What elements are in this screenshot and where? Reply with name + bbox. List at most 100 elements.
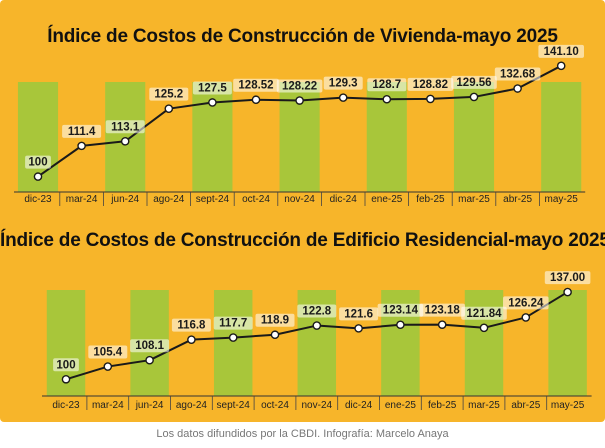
data-label-bg <box>419 303 465 317</box>
data-label: 113.1 <box>111 121 140 133</box>
infographic: Índice de Costos de Construcción de Vivi… <box>0 0 605 422</box>
data-label-bg <box>192 81 232 95</box>
data-label-bg <box>276 79 323 93</box>
x-tick-label: dic-23 <box>24 194 52 205</box>
data-label-bg <box>88 345 128 359</box>
data-point <box>354 324 363 333</box>
column-band <box>541 82 582 192</box>
x-tick-label: may-25 <box>551 400 585 411</box>
data-point <box>556 61 566 71</box>
data-label-bg <box>25 155 51 169</box>
data-label: 108.1 <box>135 340 164 352</box>
data-label-bg <box>255 313 295 327</box>
data-label-bg <box>171 318 211 332</box>
data-point <box>251 95 261 105</box>
x-tick-label: mar-25 <box>458 194 490 205</box>
charts-canvas: dic-23 mar-24 jun-24 ago-24 sept-24 oct-24 nov… <box>14 44 592 411</box>
x-tick-label: oct-24 <box>242 194 270 205</box>
data-label-bg <box>461 306 507 320</box>
x-tick-label: ene-25 <box>371 194 403 205</box>
data-point <box>270 330 280 340</box>
data-label-bg <box>377 303 424 317</box>
x-tick-label: oct-24 <box>261 400 289 411</box>
data-label: 122.8 <box>302 306 331 318</box>
data-label: 128.82 <box>413 79 448 91</box>
x-tick-label: mar-24 <box>66 194 98 205</box>
data-label: 141.10 <box>544 46 579 58</box>
x-tick-label: dic-24 <box>345 400 373 411</box>
chart-edificio: dic-23 mar-24 jun-24 ago-24 sept-24 oct-24 nov… <box>42 271 592 411</box>
data-point <box>513 84 522 93</box>
x-tick-label: sept-24 <box>196 194 230 205</box>
column-band <box>464 290 504 396</box>
data-label-bg <box>130 339 170 353</box>
data-label: 121.6 <box>344 308 373 320</box>
data-label: 118.9 <box>261 315 289 327</box>
data-label: 127.5 <box>198 82 227 94</box>
data-point <box>228 333 238 342</box>
data-label-bg <box>494 67 541 81</box>
x-tick-label: abr-25 <box>511 400 540 411</box>
data-label-bg <box>451 75 497 89</box>
data-label-bg <box>503 296 549 310</box>
x-tick-label: ene-25 <box>385 400 417 411</box>
x-tick-label: feb-25 <box>428 400 457 411</box>
x-tick-label: ago-24 <box>153 194 185 205</box>
data-point <box>312 321 322 330</box>
chart-title-edificio: Índice de Costos de Construcción de Edif… <box>0 230 605 251</box>
x-tick-label: nov-24 <box>302 400 333 411</box>
x-tick-label: nov-24 <box>284 194 315 205</box>
data-label: 128.52 <box>238 80 273 92</box>
data-point <box>208 98 217 107</box>
data-label: 128.22 <box>282 81 317 93</box>
x-tick-label: abr-25 <box>503 194 532 205</box>
data-point <box>164 104 174 113</box>
data-label: 129.56 <box>456 77 491 89</box>
data-label-bg <box>544 271 591 285</box>
data-label: 123.14 <box>383 305 419 317</box>
data-point <box>437 320 447 329</box>
data-label-bg <box>297 304 337 318</box>
data-label: 125.2 <box>154 89 183 101</box>
data-point <box>469 92 479 102</box>
chart-vivienda: dic-23 mar-24 jun-24 ago-24 sept-24 oct-24 nov… <box>14 44 586 206</box>
x-tick-label: dic-23 <box>52 400 80 411</box>
data-label-bg <box>149 87 189 101</box>
data-point <box>396 320 405 330</box>
data-label-bg <box>323 76 363 90</box>
data-point <box>426 94 435 104</box>
data-point <box>521 313 531 322</box>
x-tick-label: may-25 <box>545 194 579 205</box>
data-label: 126.24 <box>508 297 544 309</box>
data-label-bg <box>213 316 253 330</box>
x-tick-label: ago-24 <box>176 400 208 411</box>
data-point <box>382 94 392 104</box>
x-tick-label: mar-24 <box>92 400 124 411</box>
data-label-bg <box>105 120 145 134</box>
data-point <box>338 93 348 102</box>
data-point <box>295 96 304 105</box>
column-band <box>213 290 253 396</box>
data-label-bg <box>62 124 102 138</box>
x-tick-label: jun-24 <box>135 400 164 411</box>
data-label: 121.84 <box>466 308 502 320</box>
data-label-bg <box>53 358 79 372</box>
data-point <box>103 362 113 371</box>
data-point <box>187 335 196 344</box>
x-tick-label: jun-24 <box>110 194 139 205</box>
data-label: 117.7 <box>219 318 247 330</box>
x-tick-label: mar-25 <box>468 400 500 411</box>
data-label: 111.4 <box>68 126 96 138</box>
x-tick-label: sept-24 <box>217 400 251 411</box>
data-label: 100 <box>28 157 47 169</box>
data-label-bg <box>407 77 454 91</box>
data-label: 132.68 <box>500 69 536 81</box>
data-label: 129.3 <box>329 78 358 90</box>
data-label: 116.8 <box>177 320 206 332</box>
data-point <box>61 374 71 384</box>
data-label-bg <box>367 78 407 92</box>
data-point <box>33 172 43 181</box>
data-label: 100 <box>56 359 75 371</box>
data-label: 128.7 <box>372 79 401 91</box>
data-label-bg <box>538 44 584 58</box>
